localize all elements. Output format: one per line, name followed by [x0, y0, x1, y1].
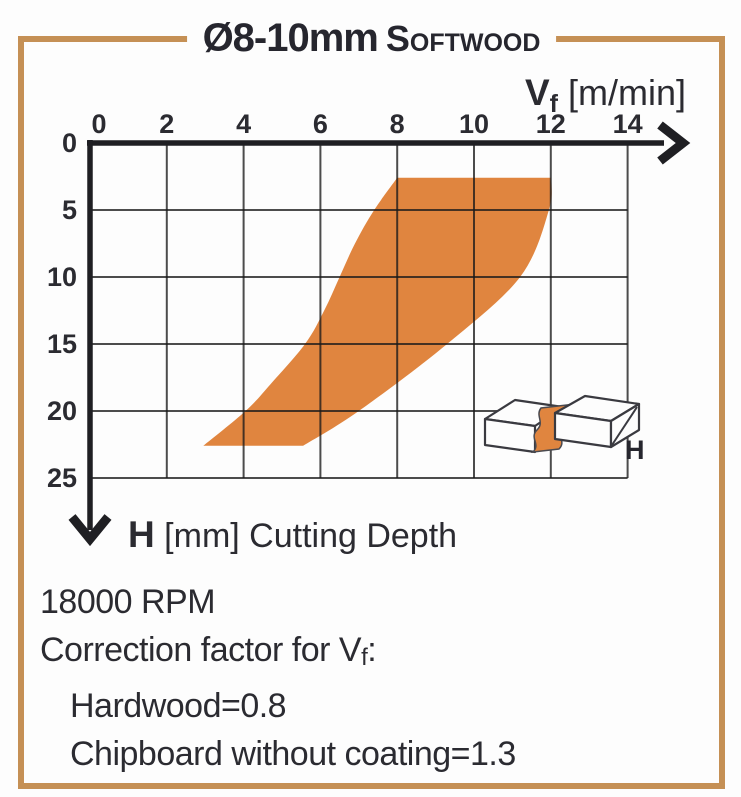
chart-card: Ø8-10mm Softwood 0 2 4 6 8 10 12 14 0 5 10 15 20 25 Vf … — [18, 15, 725, 789]
factor-chipboard: Chipboard without coating=1.3 — [70, 735, 516, 773]
svg-text:12: 12 — [536, 109, 566, 139]
svg-text:15: 15 — [47, 329, 77, 359]
svg-text:20: 20 — [47, 396, 77, 426]
svg-text:8: 8 — [390, 109, 405, 139]
title-diameter: Ø8-10mm — [202, 15, 379, 60]
svg-text:25: 25 — [47, 463, 77, 493]
axes — [68, 121, 691, 547]
svg-text:2: 2 — [159, 109, 174, 139]
svg-text:5: 5 — [62, 195, 77, 225]
svg-text:0: 0 — [62, 128, 77, 158]
chart-area: 0 2 4 6 8 10 12 14 0 5 10 15 20 25 Vf [m/min] H [mm] Cu… — [24, 50, 719, 562]
feed-band — [203, 177, 552, 446]
svg-text:0: 0 — [91, 109, 106, 139]
svg-text:10: 10 — [47, 262, 77, 292]
y-axis-title: H [mm] Cutting Depth — [128, 514, 457, 555]
correction-sub: f — [361, 644, 368, 671]
factor-hardwood: Hardwood=0.8 — [70, 687, 287, 725]
notes: 18000 RPM Correction factor for Vf: Hard… — [40, 578, 516, 778]
wood-blocks-icon: H — [483, 394, 645, 465]
chart-svg: 0 2 4 6 8 10 12 14 0 5 10 15 20 25 Vf [m/min] H [mm] Cu… — [47, 72, 691, 555]
card-title: Ø8-10mm Softwood — [186, 15, 557, 61]
title-material: Softwood — [385, 17, 541, 59]
svg-text:10: 10 — [459, 109, 489, 139]
x-tick-labels: 0 2 4 6 8 10 12 14 — [91, 109, 642, 139]
correction-prefix: Correction factor for V — [40, 631, 362, 669]
svg-text:4: 4 — [236, 109, 251, 139]
svg-text:14: 14 — [613, 109, 643, 139]
correction-suffix: : — [367, 631, 377, 669]
y-tick-labels: 0 5 10 15 20 25 — [47, 128, 77, 493]
icon-depth-label: H — [625, 435, 645, 465]
rpm-note: 18000 RPM — [40, 583, 216, 621]
gridlines — [90, 143, 629, 479]
correction-note: Correction factor for Vf: — [40, 626, 516, 682]
x-axis-title: Vf [m/min] — [525, 72, 686, 118]
svg-text:6: 6 — [313, 109, 328, 139]
